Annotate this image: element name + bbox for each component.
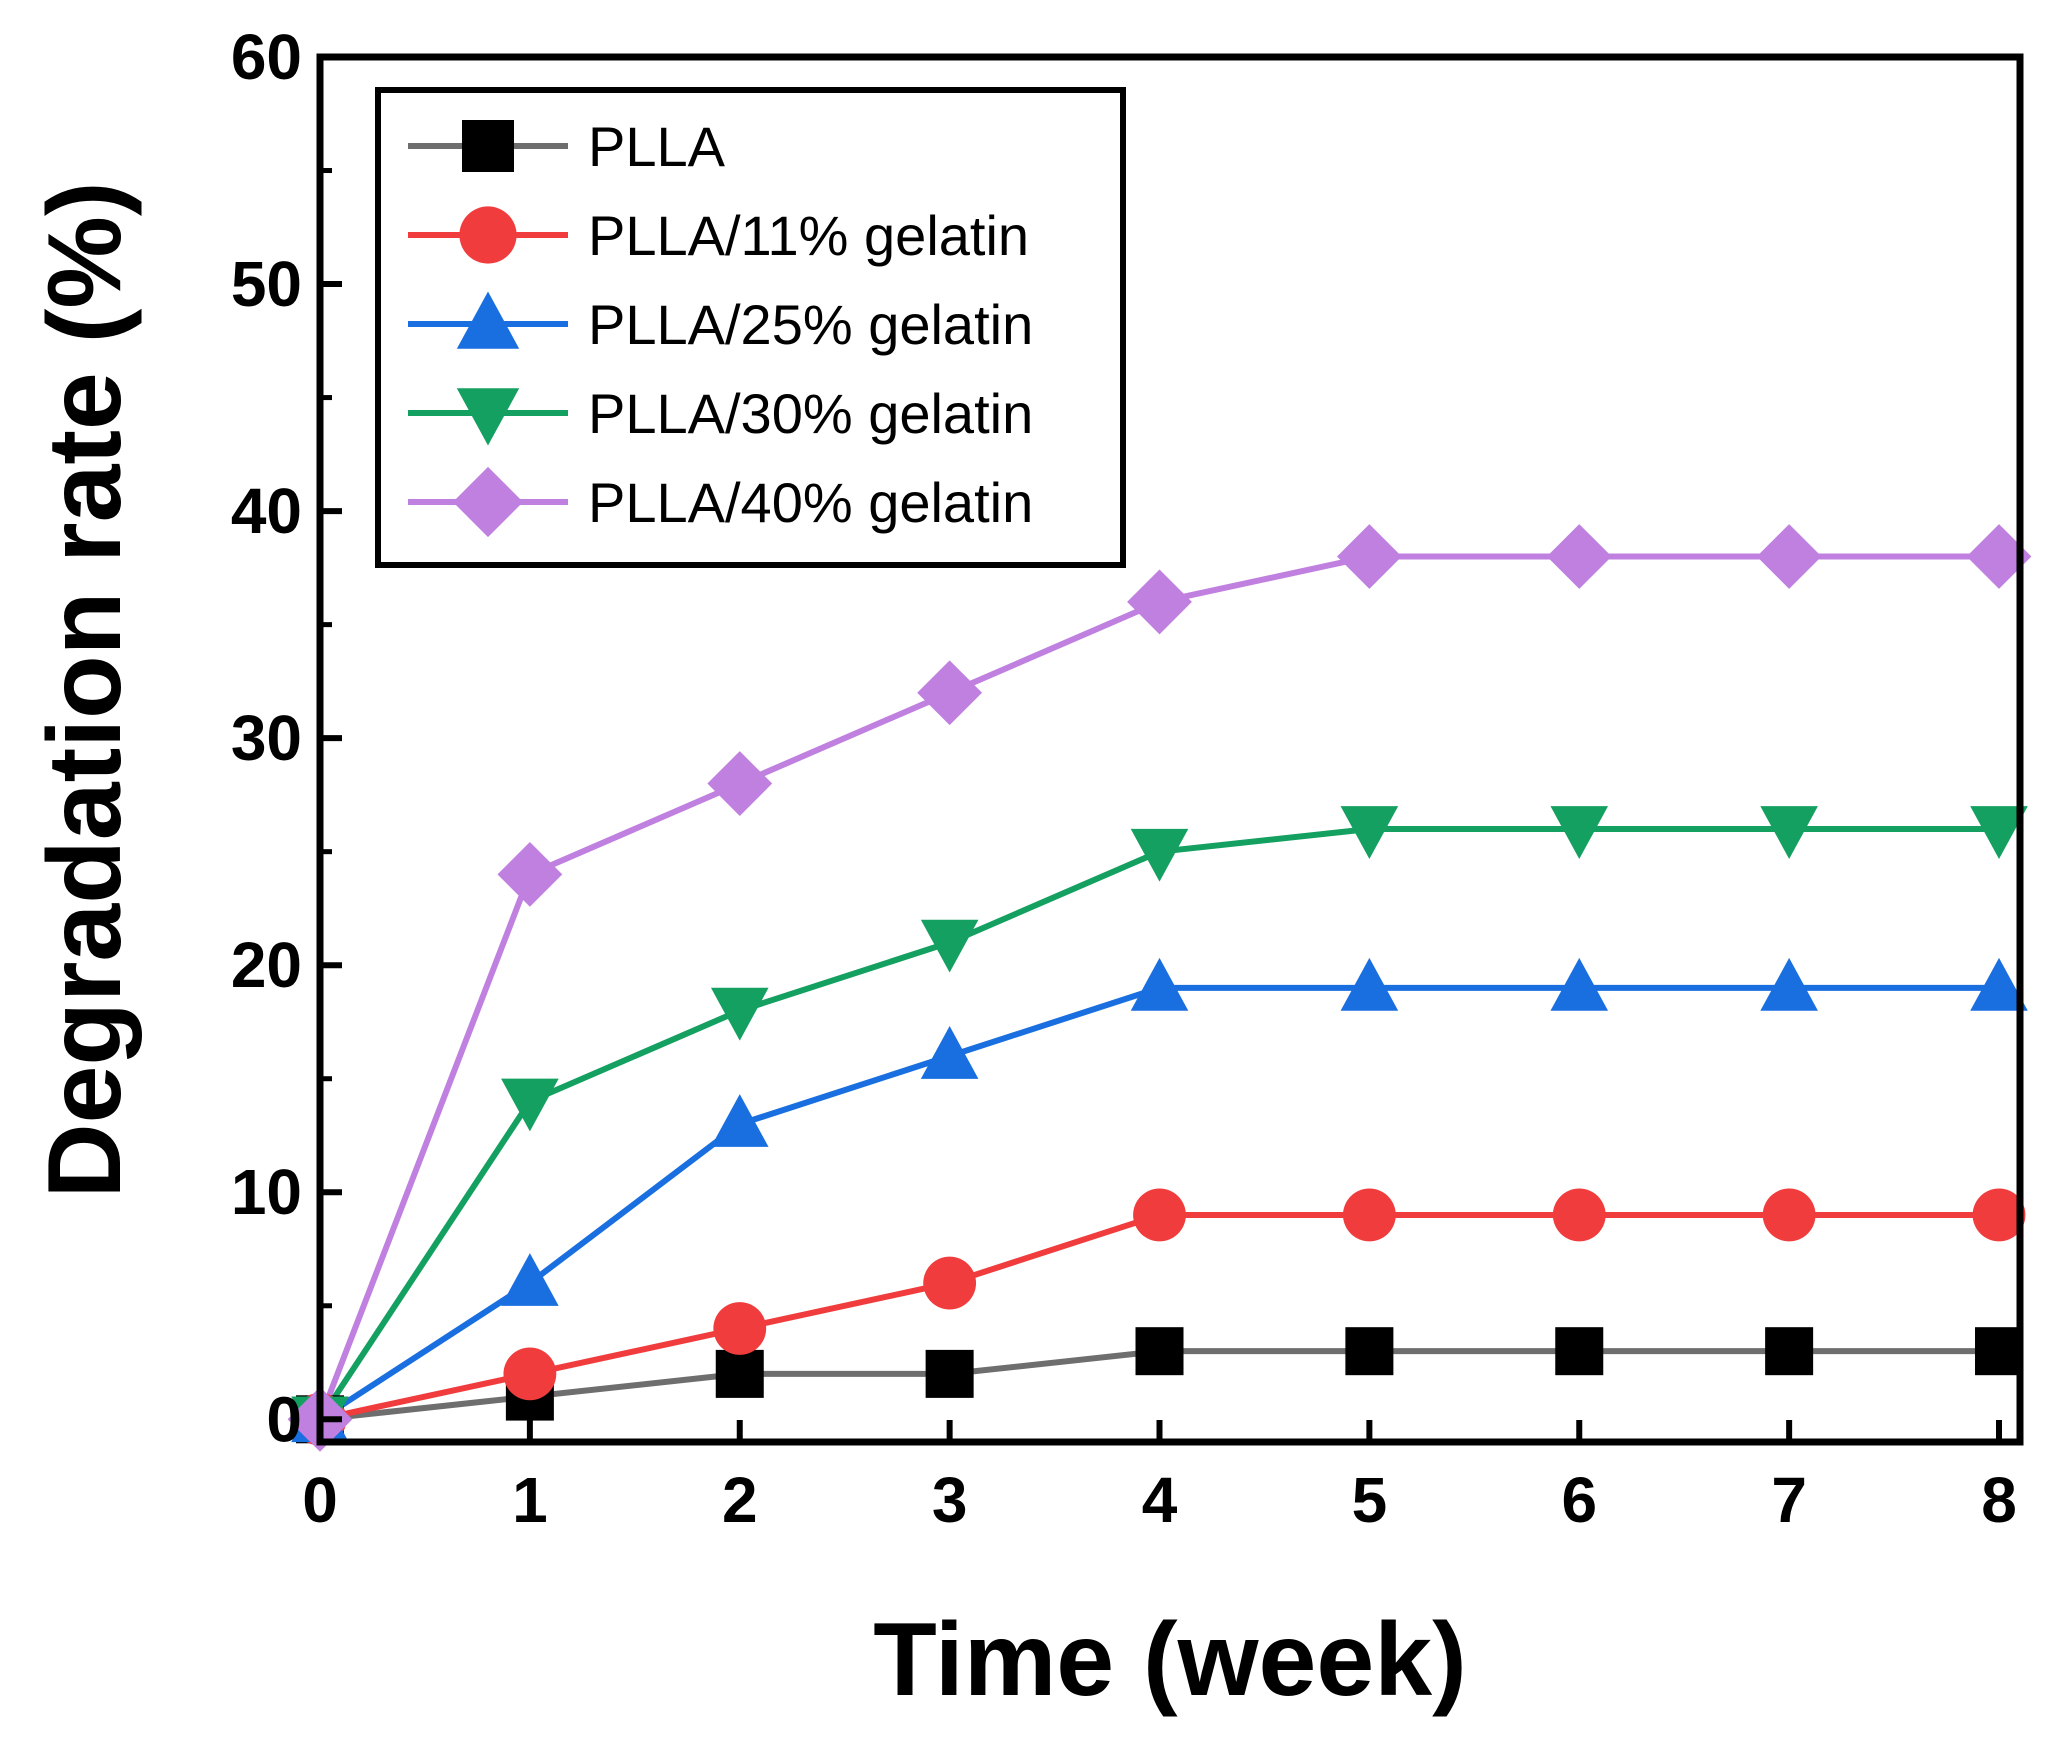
data-point xyxy=(501,1253,559,1306)
data-point xyxy=(1336,524,1402,589)
axes-layer: 0 1 2 3 4 5 6 7 8 0 10 20 30 40 50 60 xyxy=(231,21,2017,1536)
data-point xyxy=(1135,1327,1184,1376)
data-point xyxy=(1966,524,2032,589)
data-point xyxy=(1552,1188,1606,1242)
data-point xyxy=(1760,957,1818,1011)
data-point xyxy=(707,751,773,816)
data-point xyxy=(1760,806,1818,859)
data-point xyxy=(497,841,563,907)
data-point xyxy=(1756,524,1822,589)
data-point xyxy=(501,1078,559,1132)
data-point xyxy=(715,1349,764,1398)
legend-marker xyxy=(452,466,524,538)
data-point xyxy=(1972,1188,2026,1242)
data-point xyxy=(1555,1327,1604,1376)
legend-marker xyxy=(456,291,520,349)
x-tick-label: 7 xyxy=(1771,1464,1807,1536)
y-axis-title: Degradation rate (%) xyxy=(27,181,143,1198)
series-layer xyxy=(287,524,2032,1452)
data-point xyxy=(1340,957,1399,1011)
data-point xyxy=(1342,1188,1396,1242)
x-tick-label: 0 xyxy=(302,1464,338,1536)
legend-label: PLLA/11% gelatin xyxy=(588,204,1029,267)
y-tick-label: 50 xyxy=(231,248,302,320)
data-point xyxy=(1127,569,1192,635)
x-tick-label: 8 xyxy=(1981,1464,2017,1536)
data-point xyxy=(1550,957,1609,1011)
plot-frame xyxy=(316,53,2024,1446)
y-tick-label: 10 xyxy=(231,1156,302,1228)
data-point xyxy=(1130,957,1189,1011)
x-tick-label: 4 xyxy=(1142,1464,1178,1536)
data-point xyxy=(710,1094,769,1147)
data-point xyxy=(1970,957,2028,1011)
y-tick-label: 20 xyxy=(231,929,302,1001)
data-point xyxy=(1550,806,1609,859)
data-point xyxy=(925,1349,974,1398)
x-tick-label: 1 xyxy=(512,1464,548,1536)
data-point xyxy=(1970,806,2028,859)
y-tick-label: 0 xyxy=(266,1383,302,1455)
data-point xyxy=(920,919,979,973)
legend-marker xyxy=(462,120,514,172)
data-point xyxy=(1765,1327,1814,1376)
data-point xyxy=(1762,1188,1816,1242)
data-point xyxy=(710,987,769,1041)
legend-label: PLLA/30% gelatin xyxy=(588,382,1033,445)
legend-marker xyxy=(459,206,517,264)
data-point xyxy=(1130,828,1189,882)
series-line xyxy=(319,1211,2000,1423)
data-point xyxy=(713,1302,767,1355)
x-tick-label: 3 xyxy=(932,1464,968,1536)
y-tick-label: 60 xyxy=(231,21,302,93)
data-point xyxy=(923,1256,977,1310)
data-point xyxy=(1975,1327,2024,1376)
legend-label: PLLA xyxy=(588,115,726,178)
data-point xyxy=(1345,1327,1394,1376)
data-point xyxy=(1340,806,1399,859)
data-point xyxy=(1546,524,1612,589)
legend: PLLA PLLA/11% gelatin PLLA/25% gelatin PLLA… xyxy=(375,87,1126,568)
x-tick-label: 6 xyxy=(1561,1464,1597,1536)
legend-label: PLLA/40% gelatin xyxy=(588,471,1033,534)
data-point xyxy=(503,1347,557,1401)
data-point xyxy=(920,1026,979,1079)
y-tick-label: 40 xyxy=(231,475,302,547)
legend-marker xyxy=(456,388,520,446)
y-tick-label: 30 xyxy=(231,702,302,774)
x-tick-label: 2 xyxy=(722,1464,758,1536)
data-point xyxy=(917,660,983,726)
data-point xyxy=(1133,1188,1186,1242)
x-axis-title: Time (week) xyxy=(873,1602,1466,1718)
x-tick-label: 5 xyxy=(1352,1464,1388,1536)
legend-label: PLLA/25% gelatin xyxy=(588,293,1033,356)
